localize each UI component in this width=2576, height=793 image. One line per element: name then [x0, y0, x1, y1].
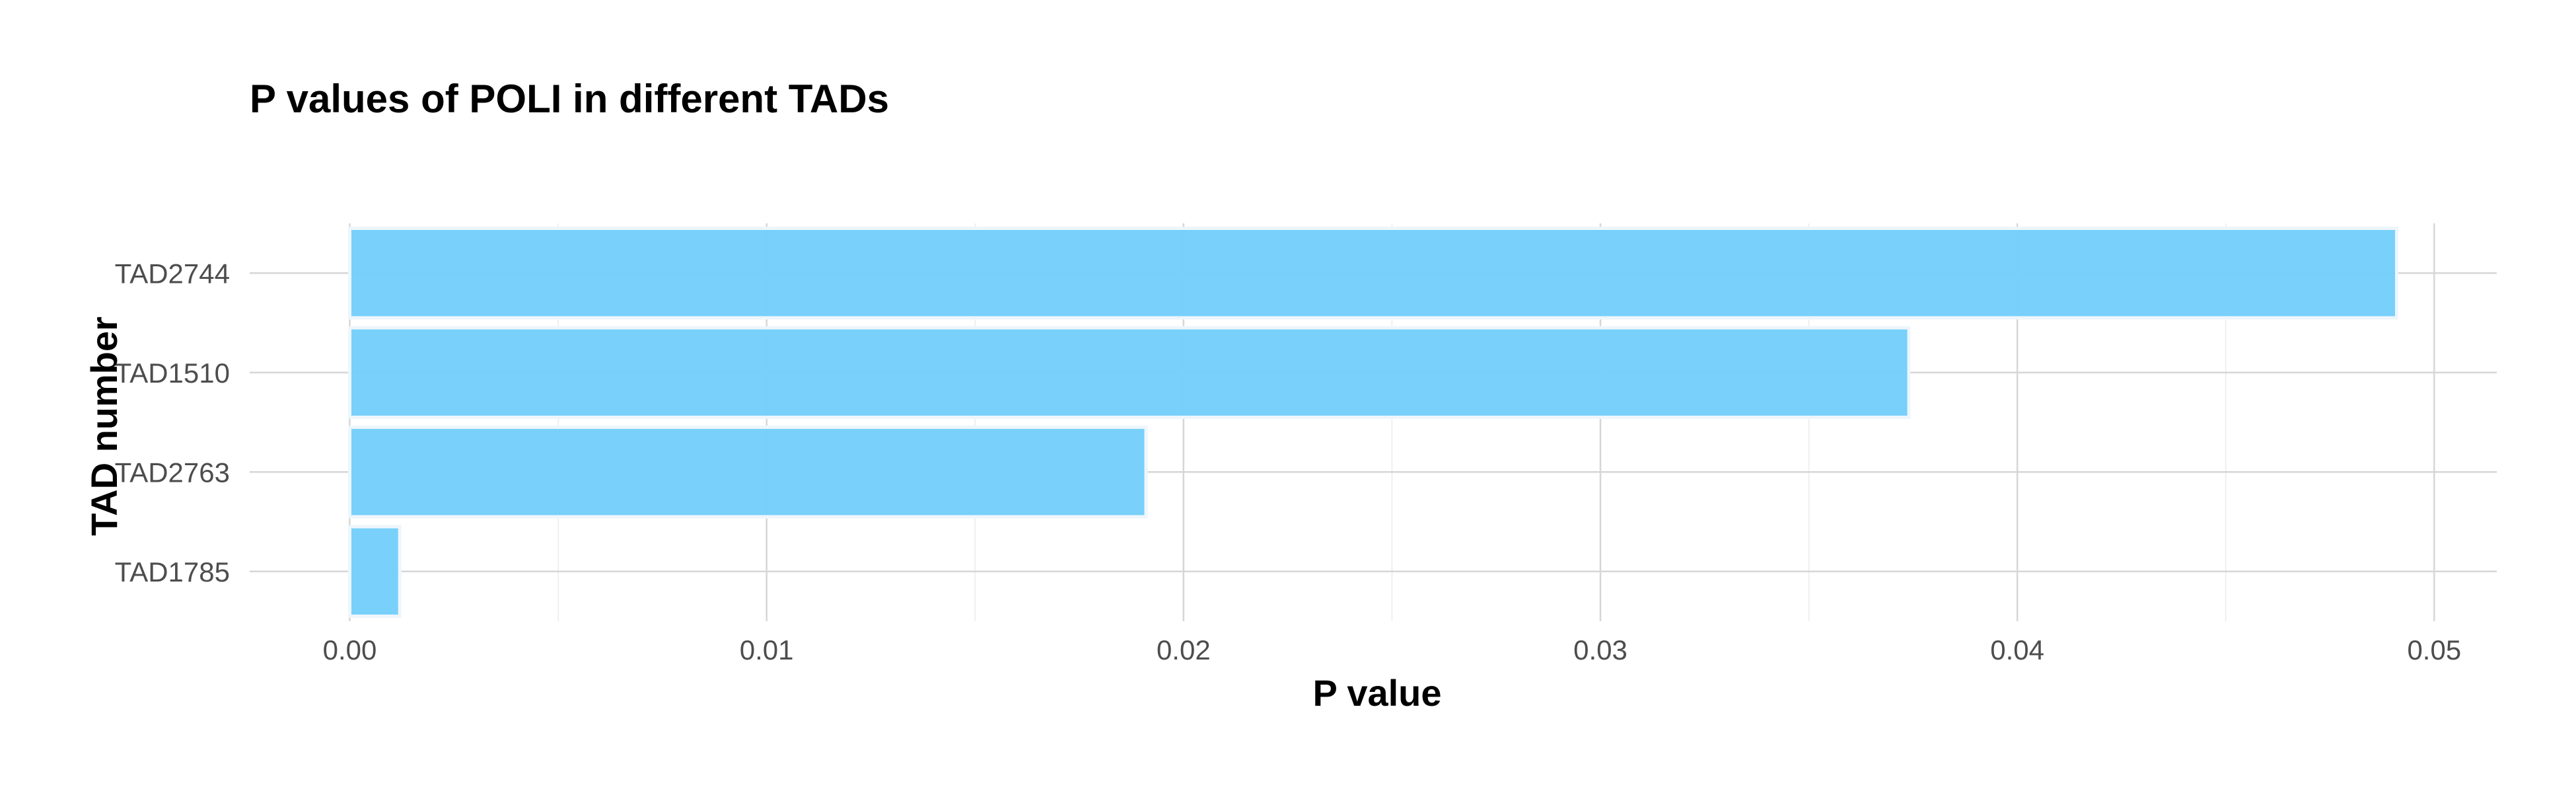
y-tick-labels: TAD2744 TAD1510 TAD2763 TAD1785: [115, 258, 230, 587]
y-tick-label: TAD2763: [115, 457, 230, 488]
x-tick-labels: 0.00 0.01 0.02 0.03 0.04 0.05: [323, 634, 2462, 665]
bar-tad1510: [347, 326, 1911, 419]
x-tick-label: 0.04: [1990, 634, 2044, 665]
y-axis-title: TAD number: [83, 317, 125, 536]
y-tick-label: TAD1785: [115, 556, 230, 587]
bar-tad2763: [347, 426, 1148, 519]
bar-tad2744: [347, 227, 2399, 320]
chart-title: P values of POLI in different TADs: [250, 77, 889, 121]
x-tick-label: 0.03: [1573, 634, 1628, 665]
x-axis-title: P value: [1312, 672, 1441, 714]
x-tick-label: 0.05: [2407, 634, 2461, 665]
x-tick-label: 0.00: [323, 634, 377, 665]
bar-layer: [347, 227, 2399, 618]
y-tick-label: TAD2744: [115, 258, 230, 289]
x-tick-label: 0.02: [1157, 634, 1211, 665]
y-tick-label: TAD1510: [115, 358, 230, 389]
bar-tad1785: [347, 525, 402, 618]
x-tick-label: 0.01: [740, 634, 794, 665]
